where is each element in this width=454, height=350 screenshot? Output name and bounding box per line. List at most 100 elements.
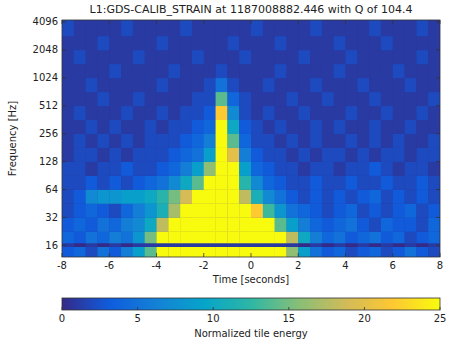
cell — [357, 247, 369, 257]
cell — [97, 50, 109, 64]
cell — [310, 203, 322, 217]
cell — [286, 247, 298, 257]
cell — [369, 134, 381, 148]
cell — [97, 134, 109, 148]
cell — [416, 247, 428, 257]
cell — [145, 162, 157, 176]
cell — [346, 134, 358, 148]
cell — [121, 176, 133, 190]
cell — [74, 231, 86, 243]
cell — [346, 243, 358, 247]
cell — [286, 134, 298, 148]
cell — [168, 92, 180, 106]
cell — [263, 243, 275, 247]
cell — [227, 231, 239, 243]
cell — [346, 148, 358, 162]
cell — [227, 162, 239, 176]
cell — [381, 20, 393, 36]
cell — [192, 120, 204, 134]
cell — [239, 190, 251, 204]
y-tick — [62, 245, 66, 246]
cell — [381, 78, 393, 92]
cell — [74, 148, 86, 162]
cell — [204, 20, 216, 36]
cell — [275, 203, 287, 217]
y-tick-label: 32 — [45, 212, 58, 223]
cell — [286, 176, 298, 190]
cell — [286, 64, 298, 78]
cell — [168, 106, 180, 120]
cell — [369, 190, 381, 204]
cell — [357, 231, 369, 243]
cell — [121, 64, 133, 78]
cell — [168, 78, 180, 92]
cell — [263, 50, 275, 64]
cell — [251, 190, 263, 204]
x-tick-label: 4 — [342, 260, 348, 271]
cell — [86, 190, 98, 204]
cell — [86, 243, 98, 247]
cell — [227, 176, 239, 190]
colorbar-tick — [288, 307, 289, 310]
cell — [428, 190, 440, 204]
cell — [204, 64, 216, 78]
cell — [109, 106, 121, 120]
cell — [192, 231, 204, 243]
cell — [298, 20, 310, 36]
cell — [369, 120, 381, 134]
cell — [192, 36, 204, 50]
cell — [109, 217, 121, 231]
cell — [275, 92, 287, 106]
x-tick — [203, 253, 204, 257]
cell — [393, 36, 405, 50]
x-tick-top — [203, 20, 204, 24]
cell — [180, 217, 192, 231]
x-tick — [392, 253, 393, 257]
cell — [357, 20, 369, 36]
cell — [192, 247, 204, 257]
cell — [204, 162, 216, 176]
cell — [133, 20, 145, 36]
cell — [286, 217, 298, 231]
cell — [109, 231, 121, 243]
cell — [275, 247, 287, 257]
cell — [357, 243, 369, 247]
cell — [192, 64, 204, 78]
cell — [298, 243, 310, 247]
colorbar — [62, 298, 440, 310]
cell — [275, 231, 287, 243]
cell — [393, 247, 405, 257]
cell — [109, 36, 121, 50]
cell — [86, 148, 98, 162]
cell — [405, 231, 417, 243]
cell — [145, 148, 157, 162]
cell — [416, 120, 428, 134]
cell — [428, 148, 440, 162]
cell — [393, 203, 405, 217]
cell — [192, 176, 204, 190]
cell — [86, 134, 98, 148]
cell — [405, 203, 417, 217]
cell — [428, 217, 440, 231]
cell — [286, 243, 298, 247]
x-tick-label: -4 — [152, 260, 162, 271]
y-tick-right — [436, 21, 440, 22]
cell — [298, 190, 310, 204]
y-tick — [62, 189, 66, 190]
cell — [298, 64, 310, 78]
cell — [346, 120, 358, 134]
cell — [286, 50, 298, 64]
cell — [416, 50, 428, 64]
cell — [180, 64, 192, 78]
cell — [133, 106, 145, 120]
cell — [286, 106, 298, 120]
cell — [416, 92, 428, 106]
cell — [322, 231, 334, 243]
cell — [227, 64, 239, 78]
cell — [346, 190, 358, 204]
cell — [393, 148, 405, 162]
cell — [121, 247, 133, 257]
cell — [369, 64, 381, 78]
cell — [157, 134, 169, 148]
cell — [168, 203, 180, 217]
